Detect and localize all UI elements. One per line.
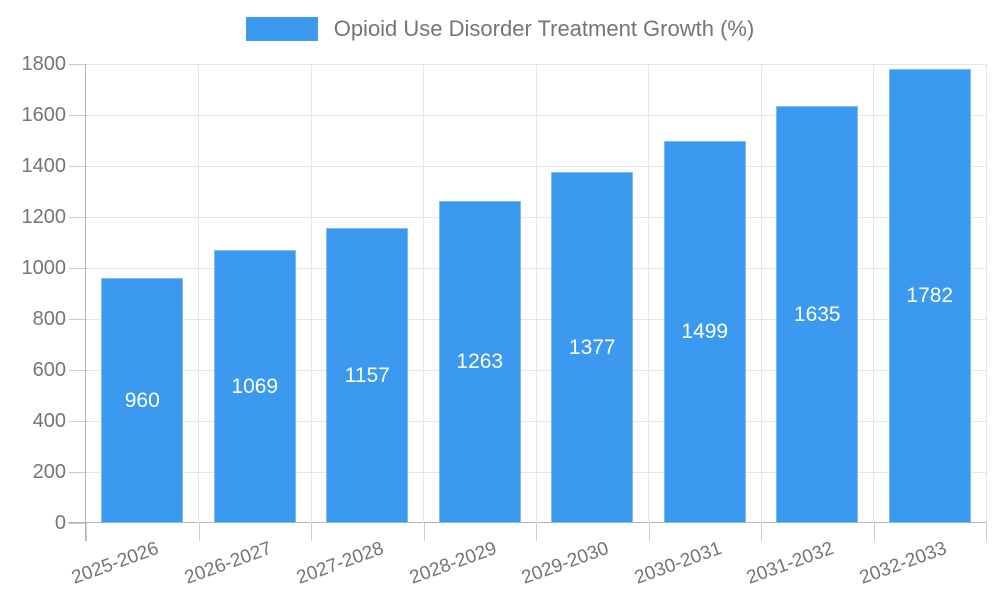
y-axis-tick-label: 1800 [21, 53, 67, 75]
bar-value-label: 1069 [231, 374, 279, 398]
y-axis-tick-label: 200 [32, 461, 66, 483]
v-gridline [310, 64, 312, 523]
y-axis-tick-label: 1000 [21, 257, 67, 279]
bar-value-label: 1263 [456, 350, 504, 373]
x-tick-mark [536, 523, 537, 541]
y-tick-mark [69, 268, 85, 269]
x-tick-mark [86, 523, 87, 541]
chart-legend[interactable]: Opioid Use Disorder Treatment Growth (%) [0, 16, 1000, 42]
x-tick-mark [761, 523, 762, 541]
bar-value-label: 1157 [344, 363, 390, 387]
v-gridline [873, 64, 874, 523]
bar-value-label: 960 [124, 388, 160, 412]
bar-2027-2028[interactable] [326, 228, 409, 523]
bar-2026-2027[interactable] [213, 250, 296, 523]
y-axis-tick-label: 1200 [21, 206, 67, 228]
v-gridline [648, 64, 649, 523]
y-tick-mark [69, 370, 85, 371]
v-gridline [535, 64, 537, 523]
y-axis-tick-label: 0 [54, 512, 66, 534]
bar-2030-2031[interactable] [663, 141, 746, 523]
bar-2028-2029[interactable] [438, 201, 521, 523]
v-gridline [760, 64, 762, 523]
bar-value-label: 1635 [793, 302, 841, 326]
x-axis-line [68, 522, 986, 523]
y-axis-tick-label: 400 [32, 410, 66, 432]
y-axis-line [85, 64, 86, 541]
y-axis-tick-label: 1400 [21, 155, 67, 177]
y-tick-mark [69, 421, 85, 422]
y-tick-mark [69, 64, 85, 65]
x-tick-mark [423, 523, 425, 541]
y-tick-mark [69, 523, 85, 524]
plot-area: 960 1069 1157 1263 1377 1499 1635 1782 [86, 63, 987, 523]
x-tick-mark [986, 523, 987, 541]
bar-2029-2030[interactable] [551, 172, 634, 523]
y-tick-mark [69, 472, 85, 473]
x-tick-mark [648, 523, 650, 541]
y-axis-tick-label: 800 [32, 308, 66, 330]
bar-value-label: 1782 [906, 284, 954, 307]
x-tick-mark [873, 523, 875, 541]
bar-2032-2033[interactable] [888, 69, 971, 523]
y-tick-mark [69, 319, 85, 320]
y-tick-mark [69, 115, 85, 116]
x-tick-mark [198, 523, 200, 541]
bar-value-label: 1377 [568, 335, 616, 359]
y-axis-tick-label: 600 [32, 359, 66, 381]
bar-value-label: 1499 [681, 320, 729, 343]
v-gridline [198, 64, 199, 523]
y-axis-tick-label: 1600 [21, 104, 67, 126]
bar-2031-2032[interactable] [776, 106, 859, 523]
v-gridline [985, 64, 987, 523]
y-tick-mark [69, 166, 85, 167]
bar-2025-2026[interactable] [101, 278, 184, 523]
x-tick-mark [311, 523, 312, 541]
legend-swatch-icon[interactable] [245, 17, 318, 41]
v-gridline [423, 64, 424, 523]
y-tick-mark [69, 217, 85, 218]
legend-label[interactable]: Opioid Use Disorder Treatment Growth (%) [333, 16, 755, 41]
